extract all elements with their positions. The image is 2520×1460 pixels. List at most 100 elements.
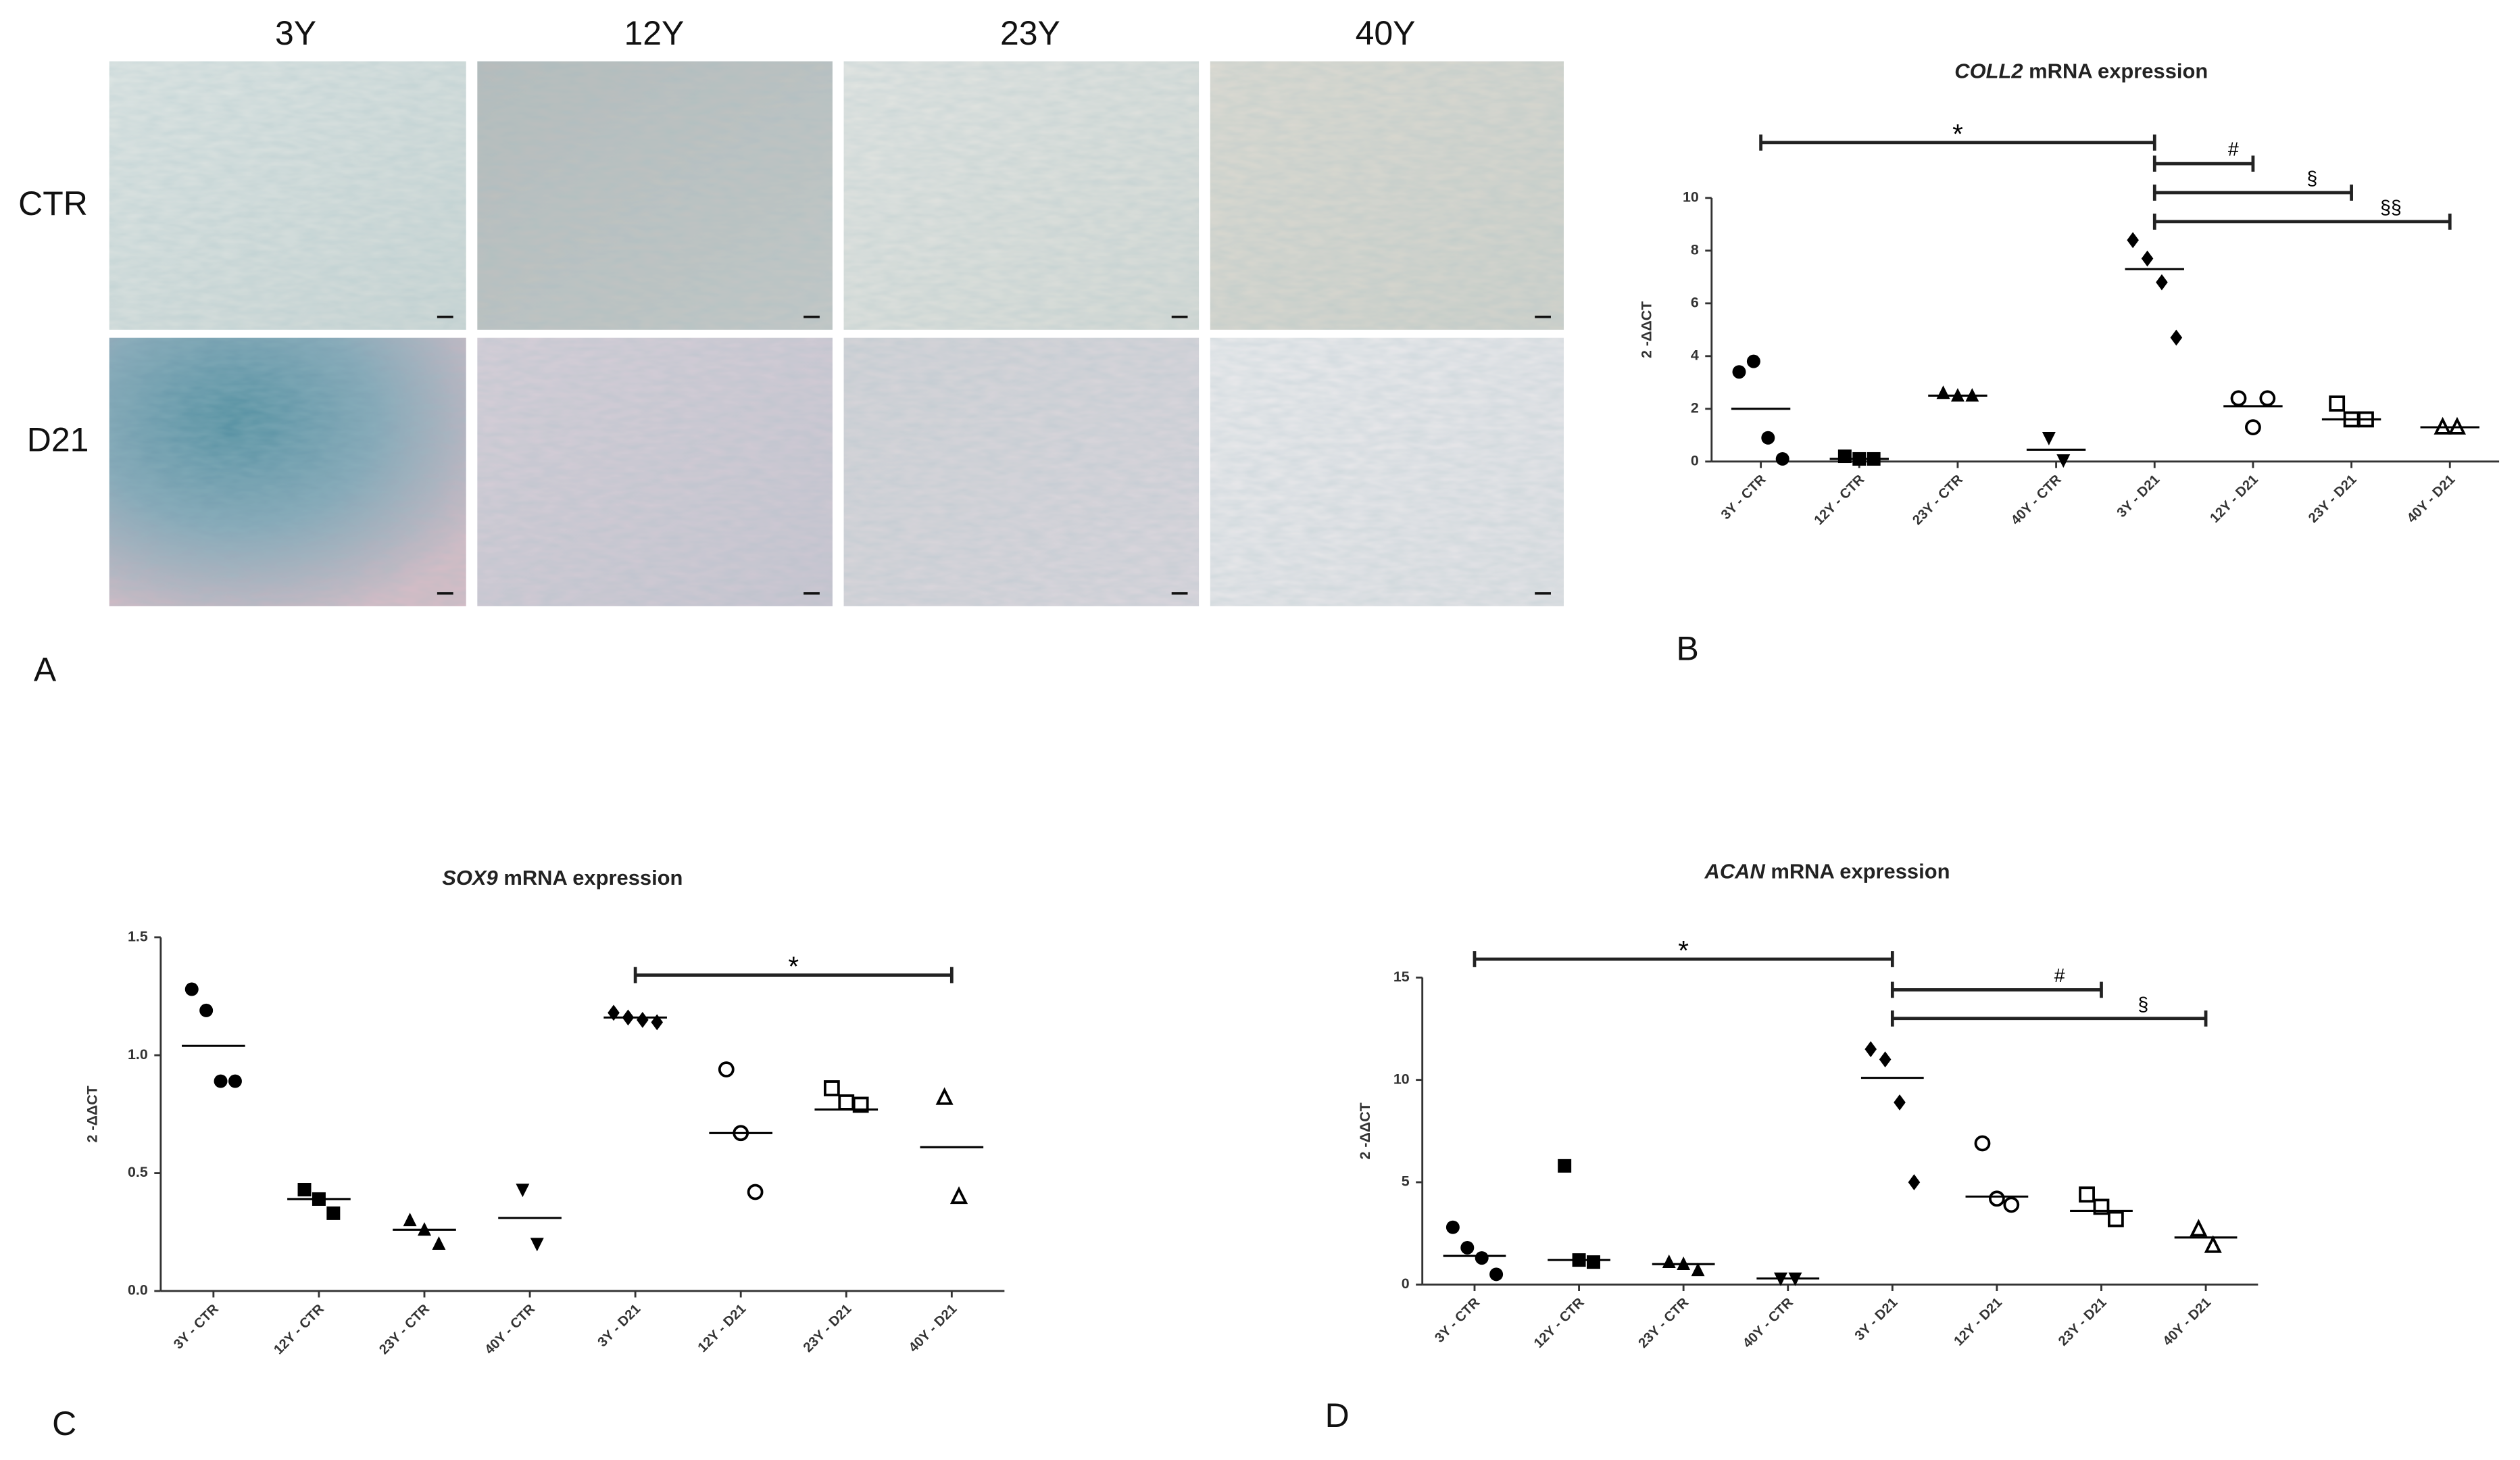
- data-point: [297, 1183, 312, 1196]
- x-tick-label: 3Y - CTR: [1432, 1295, 1483, 1346]
- x-tick-label: 23Y - D21: [2056, 1295, 2110, 1349]
- micrograph: [109, 61, 466, 330]
- data-point: [949, 1186, 968, 1204]
- x-tick-label: 40Y - D21: [906, 1302, 960, 1356]
- data-point: [1446, 1220, 1460, 1234]
- x-tick-label: 40Y - CTR: [2008, 472, 2065, 528]
- x-tick-label: 23Y - CTR: [376, 1301, 433, 1357]
- data-point: [1460, 1240, 1475, 1255]
- data-point: [2079, 1186, 2095, 1203]
- data-point: [2259, 390, 2276, 407]
- x-tick-label: 23Y - CTR: [1635, 1295, 1691, 1351]
- data-point: [199, 1003, 214, 1017]
- chart: ACAN mRNA expression D 2 -ΔΔCT 0 5 10 15 3Y - C…: [1325, 860, 2258, 1434]
- y-tick-label: 10: [1683, 189, 1699, 205]
- data-point: [852, 1096, 869, 1113]
- row-label: CTR: [18, 185, 88, 222]
- x-tick-label: 23Y - D21: [2306, 472, 2360, 526]
- data-point: [1489, 1267, 1504, 1282]
- micrograph: [477, 61, 833, 330]
- data-point: [2170, 329, 2183, 346]
- y-axis-label: 2 -ΔΔCT: [84, 1086, 101, 1142]
- x-tick-label: 12Y - CTR: [271, 1301, 327, 1357]
- data-point: [228, 1074, 242, 1088]
- micrograph: [1210, 337, 1564, 606]
- data-point: [838, 1094, 855, 1111]
- y-tick-label: 5: [1402, 1173, 1410, 1190]
- data-point: [718, 1061, 735, 1078]
- data-point: [1732, 365, 1746, 379]
- data-point: [2204, 1235, 2222, 1253]
- data-point: [530, 1238, 544, 1252]
- column-label: 23Y: [1000, 14, 1060, 52]
- x-tick-label: 12Y - CTR: [1531, 1295, 1587, 1351]
- data-point: [2127, 232, 2139, 249]
- micrograph: [109, 337, 466, 606]
- data-point: [1864, 1041, 1877, 1058]
- data-point: [747, 1184, 764, 1200]
- y-tick-label: 0: [1402, 1275, 1410, 1292]
- data-point: [1908, 1174, 1921, 1190]
- chart-title: COLL2 mRNA expression: [1954, 59, 2208, 82]
- y-tick-label: 15: [1393, 969, 1410, 985]
- data-point: [2003, 1196, 2020, 1213]
- significance-label: #: [2228, 139, 2239, 161]
- data-point: [1662, 1254, 1676, 1268]
- data-point: [935, 1087, 954, 1105]
- x-tick-label: 3Y - D21: [595, 1302, 644, 1350]
- data-point: [1475, 1251, 1489, 1265]
- y-axis-label: 2 -ΔΔCT: [1357, 1102, 1373, 1159]
- x-tick-label: 12Y - D21: [1951, 1295, 2005, 1349]
- data-point: [1746, 354, 1760, 368]
- column-label: 12Y: [624, 14, 684, 52]
- x-tick-label: 40Y - D21: [2404, 472, 2459, 526]
- data-point: [2042, 431, 2056, 445]
- data-point: [516, 1184, 530, 1198]
- y-tick-label: 8: [1691, 241, 1699, 258]
- y-tick-label: 0.5: [128, 1164, 148, 1180]
- chart-title: SOX9 mRNA expression: [442, 866, 683, 890]
- column-label: 3Y: [275, 14, 316, 52]
- y-tick-label: 6: [1691, 294, 1699, 310]
- panel-letter: B: [1676, 630, 1698, 668]
- y-tick-label: 0: [1691, 452, 1699, 468]
- significance-label: §: [2138, 994, 2148, 1015]
- column-label: 40Y: [1356, 14, 1416, 52]
- micrograph: [477, 337, 833, 606]
- chart-title: ACAN mRNA expression: [1704, 860, 1950, 883]
- y-tick-label: 2: [1691, 399, 1699, 416]
- chart: SOX9 mRNA expression C 2 -ΔΔCT 0.0 0.5 1.0 1.5…: [52, 866, 1005, 1442]
- data-point: [1974, 1135, 1991, 1152]
- significance-label: *: [788, 951, 799, 982]
- x-tick-label: 3Y - CTR: [171, 1301, 222, 1352]
- data-point: [1558, 1159, 1572, 1173]
- data-point: [2156, 274, 2168, 291]
- data-point: [2245, 419, 2261, 436]
- significance-label: §: [2306, 168, 2317, 190]
- scale-bars: [437, 316, 1551, 595]
- y-tick-label: 1.5: [128, 928, 148, 944]
- data-point: [2056, 454, 2071, 468]
- data-point: [326, 1206, 341, 1220]
- x-tick-label: 12Y - D21: [695, 1302, 749, 1356]
- micrograph: [843, 337, 1200, 606]
- panel-letter: A: [34, 651, 57, 689]
- micrograph: [1210, 61, 1564, 330]
- panel-letter: C: [52, 1405, 76, 1442]
- y-axis-label: 2 -ΔΔCT: [1638, 301, 1654, 358]
- data-point: [2107, 1211, 2124, 1227]
- x-tick-label: 3Y - CTR: [1719, 472, 1769, 522]
- x-tick-label: 3Y - D21: [1852, 1295, 1901, 1344]
- micrographs: [109, 61, 1564, 606]
- data-point: [1761, 431, 1775, 445]
- data-point: [1936, 385, 1950, 399]
- chart: COLL2 mRNA expression B 2 -ΔΔCT 0 2 4 6 8 10 3Y -…: [1638, 59, 2500, 668]
- data-point: [2329, 395, 2346, 412]
- data-point: [637, 1011, 649, 1028]
- data-point: [1894, 1094, 1906, 1111]
- x-tick-label: 40Y - CTR: [482, 1301, 538, 1357]
- x-tick-label: 40Y - D21: [2160, 1295, 2215, 1349]
- data-point: [1989, 1190, 2005, 1207]
- data-point: [184, 982, 199, 996]
